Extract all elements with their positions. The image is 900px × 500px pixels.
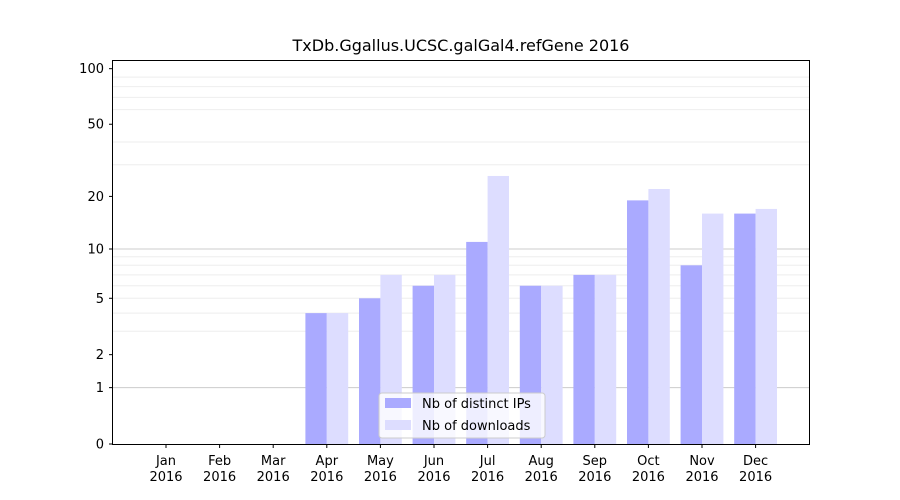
x-tick-label-year: 2016 <box>310 470 343 485</box>
bar-distinct-ips <box>305 313 327 444</box>
legend: Nb of distinct IPs Nb of downloads <box>378 392 546 439</box>
bar-distinct-ips <box>573 274 595 444</box>
x-tick-label-year: 2016 <box>685 470 718 485</box>
bar-distinct-ips <box>734 213 756 444</box>
bar-downloads <box>487 175 509 445</box>
x-tick-label-year: 2016 <box>149 470 182 485</box>
legend-swatch-downloads <box>385 420 411 430</box>
x-tick-label-month: Nov <box>689 454 715 469</box>
x-tick-label-month: May <box>367 454 394 469</box>
x-tick-label-month: Sep <box>583 454 608 469</box>
x-tick-label-month: Feb <box>208 454 231 469</box>
bar-distinct-ips <box>359 298 381 444</box>
x-tick-label-month: Jun <box>423 454 444 469</box>
x-tick-label-month: Jul <box>479 454 496 469</box>
x-tick-label-month: Oct <box>637 454 659 469</box>
bar-downloads <box>541 285 563 444</box>
x-tick-label-year: 2016 <box>417 470 450 485</box>
y-tick-label: 20 <box>87 190 104 205</box>
y-tick-label: 100 <box>79 62 104 77</box>
x-tick-label-year: 2016 <box>203 470 236 485</box>
y-tick-label: 0 <box>96 438 104 453</box>
x-tick-label-month: Jan <box>155 454 176 469</box>
y-axis: 0 1 2 5 10 20 50 100 <box>79 62 113 453</box>
legend-label-downloads: Nb of downloads <box>422 419 531 434</box>
x-tick-label-year: 2016 <box>578 470 611 485</box>
legend-swatch-distinct-ips <box>385 398 411 408</box>
x-tick-label-year: 2016 <box>257 470 290 485</box>
y-tick-label: 10 <box>87 242 104 257</box>
legend-label-distinct-ips: Nb of distinct IPs <box>422 397 531 412</box>
bar-downloads <box>648 189 670 444</box>
y-tick-label: 50 <box>87 118 104 133</box>
x-tick-label-month: Mar <box>261 454 286 469</box>
y-tick-label: 5 <box>96 292 104 307</box>
grid <box>113 76 809 389</box>
bar-downloads <box>702 213 724 444</box>
x-tick-label-year: 2016 <box>364 470 397 485</box>
bar-downloads <box>326 313 349 444</box>
y-tick-label: 1 <box>96 381 104 396</box>
x-tick-label-month: Dec <box>743 454 768 469</box>
x-tick-label-year: 2016 <box>471 470 504 485</box>
x-axis: Jan2016Feb2016Mar2016Apr2016May2016Jun20… <box>149 444 772 485</box>
x-tick-label-year: 2016 <box>632 470 665 485</box>
bar-downloads <box>594 274 617 444</box>
x-tick-label-year: 2016 <box>525 470 558 485</box>
chart-title: TxDb.Ggallus.UCSC.galGal4.refGene 2016 <box>292 36 630 55</box>
plot-frame <box>112 60 810 445</box>
bar-distinct-ips <box>627 200 649 444</box>
x-tick-label-month: Apr <box>316 454 339 469</box>
legend-box <box>378 392 546 439</box>
bar-downloads <box>755 208 777 444</box>
x-tick-label-year: 2016 <box>739 470 772 485</box>
bar-distinct-ips <box>680 265 702 444</box>
x-tick-label-month: Aug <box>529 454 554 469</box>
y-tick-label: 2 <box>96 348 104 363</box>
